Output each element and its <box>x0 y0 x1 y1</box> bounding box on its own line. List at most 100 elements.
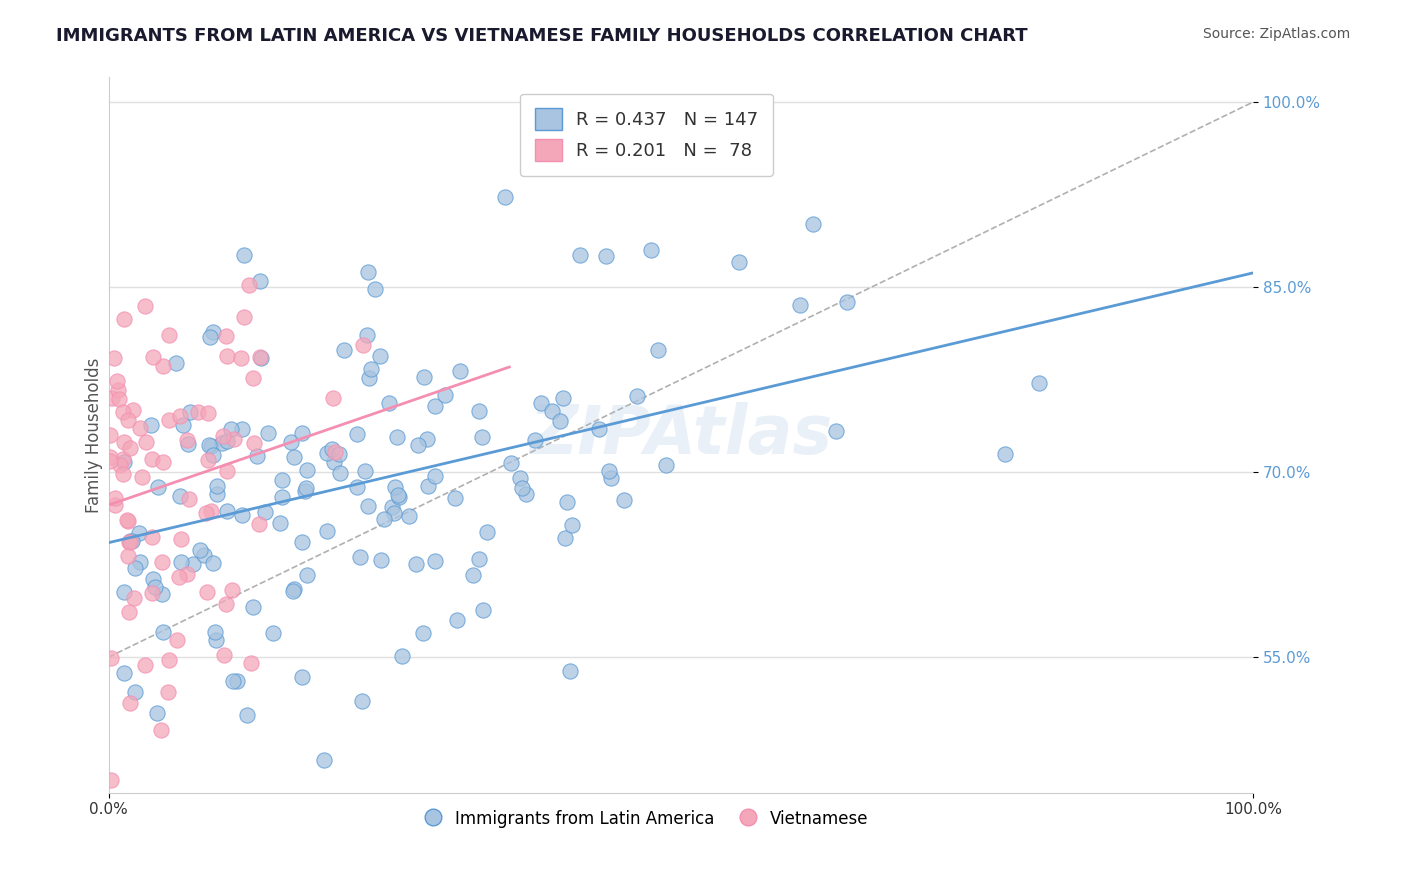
Point <box>387 488 409 502</box>
Point <box>346 480 368 494</box>
Point <box>124 684 146 698</box>
Point <box>249 274 271 288</box>
Point <box>120 441 142 455</box>
Point <box>368 349 391 363</box>
Point <box>107 392 129 406</box>
Legend: Immigrants from Latin America, Vietnamese: Immigrants from Latin America, Vietnames… <box>419 803 875 834</box>
Point <box>461 567 484 582</box>
Text: ZIPAtlas: ZIPAtlas <box>529 402 832 468</box>
Point <box>233 248 256 262</box>
Point <box>283 450 305 465</box>
Point <box>406 438 429 452</box>
Point <box>134 299 156 313</box>
Point <box>118 534 141 549</box>
Point <box>217 434 239 448</box>
Point <box>239 657 262 671</box>
Point <box>108 458 131 472</box>
Point <box>382 506 405 520</box>
Point <box>295 481 318 495</box>
Point <box>560 664 582 678</box>
Point <box>152 455 174 469</box>
Point <box>152 624 174 639</box>
Point <box>321 442 343 456</box>
Point <box>129 421 152 435</box>
Point <box>205 478 228 492</box>
Point <box>283 582 305 596</box>
Point <box>128 555 150 569</box>
Point <box>211 436 233 450</box>
Point <box>654 458 676 472</box>
Point <box>555 495 578 509</box>
Point <box>142 350 165 364</box>
Point <box>177 491 200 506</box>
Point <box>100 454 122 468</box>
Point <box>269 516 291 530</box>
Point <box>217 504 239 518</box>
Point <box>373 511 395 525</box>
Point <box>315 445 337 459</box>
Point <box>181 558 204 572</box>
Point <box>412 625 434 640</box>
Point <box>107 383 129 397</box>
Point <box>166 632 188 647</box>
Point <box>253 505 276 519</box>
Point <box>212 648 235 662</box>
Point <box>103 351 125 365</box>
Point <box>322 455 344 469</box>
Point <box>524 433 547 447</box>
Point <box>281 584 304 599</box>
Point <box>530 396 553 410</box>
Point <box>222 433 245 447</box>
Point <box>416 432 439 446</box>
Point <box>297 463 319 477</box>
Point <box>195 584 218 599</box>
Point <box>328 447 350 461</box>
Point <box>198 329 221 343</box>
Point <box>444 491 467 506</box>
Point <box>357 371 380 385</box>
Text: Source: ZipAtlas.com: Source: ZipAtlas.com <box>1202 27 1350 41</box>
Point <box>353 464 375 478</box>
Text: IMMIGRANTS FROM LATIN AMERICA VS VIETNAMESE FAMILY HOUSEHOLDS CORRELATION CHART: IMMIGRANTS FROM LATIN AMERICA VS VIETNAM… <box>56 27 1028 45</box>
Point <box>232 310 254 324</box>
Point <box>322 391 344 405</box>
Point <box>157 653 180 667</box>
Point <box>217 464 239 478</box>
Point <box>598 464 620 478</box>
Point <box>626 389 648 403</box>
Point <box>150 555 173 569</box>
Point <box>548 414 571 428</box>
Point <box>446 613 468 627</box>
Point <box>647 343 669 358</box>
Point <box>468 404 491 418</box>
Point <box>111 405 134 419</box>
Point <box>197 406 219 420</box>
Point <box>150 587 173 601</box>
Point <box>262 626 284 640</box>
Point <box>104 491 127 505</box>
Point <box>202 448 225 462</box>
Point <box>167 570 190 584</box>
Point <box>117 514 139 528</box>
Point <box>141 451 163 466</box>
Point <box>352 338 374 352</box>
Point <box>117 549 139 563</box>
Point <box>176 567 198 582</box>
Point <box>215 329 238 343</box>
Point <box>101 391 124 405</box>
Point <box>588 422 610 436</box>
Point <box>112 455 135 469</box>
Point <box>112 585 135 599</box>
Point <box>378 396 401 410</box>
Point <box>179 405 201 419</box>
Point <box>291 670 314 684</box>
Point <box>134 657 156 672</box>
Point <box>212 428 235 442</box>
Point <box>121 533 143 548</box>
Point <box>1028 376 1050 390</box>
Point <box>360 361 382 376</box>
Point <box>197 453 219 467</box>
Point <box>215 350 238 364</box>
Point <box>242 371 264 385</box>
Point <box>166 356 188 370</box>
